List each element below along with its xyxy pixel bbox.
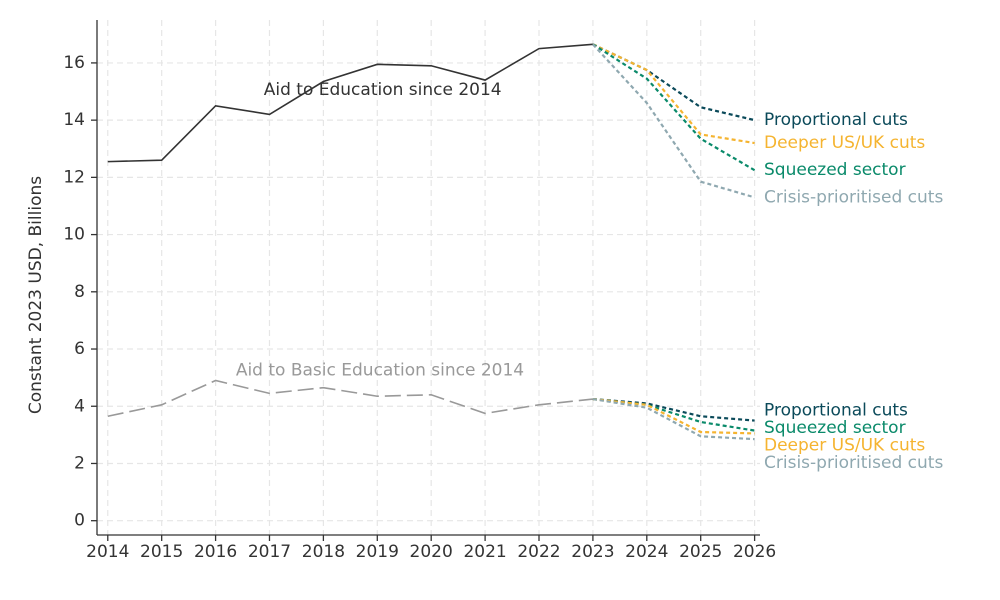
y-tick-label: 10 bbox=[63, 225, 85, 245]
series-label: Proportional cuts bbox=[764, 110, 908, 130]
x-tick-label: 2015 bbox=[140, 542, 183, 562]
y-tick-label: 8 bbox=[74, 282, 85, 302]
series-label: Deeper US/UK cuts bbox=[764, 435, 925, 455]
line bbox=[592, 398, 755, 435]
y-tick-label: 14 bbox=[63, 110, 85, 130]
series-label: Deeper US/UK cuts bbox=[764, 133, 925, 153]
x-tick-label: 2014 bbox=[86, 542, 129, 562]
x-tick-label: 2018 bbox=[302, 542, 345, 562]
line bbox=[592, 43, 755, 199]
x-tick-label: 2025 bbox=[679, 542, 722, 562]
annotation: Aid to Basic Education since 2014 bbox=[236, 360, 524, 380]
y-tick-label: 4 bbox=[74, 396, 85, 416]
line bbox=[592, 43, 755, 122]
line bbox=[107, 379, 593, 418]
line bbox=[592, 43, 756, 172]
series-label: Proportional cuts bbox=[764, 400, 908, 420]
x-tick-label: 2020 bbox=[410, 542, 453, 562]
y-tick-label: 0 bbox=[74, 511, 85, 531]
x-tick-label: 2019 bbox=[356, 542, 399, 562]
x-tick-label: 2017 bbox=[248, 542, 291, 562]
line bbox=[107, 43, 593, 163]
x-tick-label: 2022 bbox=[517, 542, 560, 562]
y-tick-label: 12 bbox=[63, 167, 85, 187]
line bbox=[592, 43, 755, 145]
x-tick-label: 2016 bbox=[194, 542, 237, 562]
y-axis-label: Constant 2023 USD, Billions bbox=[26, 176, 46, 414]
x-tick-label: 2026 bbox=[733, 542, 776, 562]
x-tick-label: 2023 bbox=[571, 542, 614, 562]
y-tick-label: 16 bbox=[63, 53, 85, 73]
line bbox=[592, 398, 755, 422]
series-label: Crisis-prioritised cuts bbox=[764, 187, 943, 207]
series-label: Squeezed sector bbox=[764, 160, 906, 180]
line bbox=[592, 398, 755, 441]
annotation: Aid to Education since 2014 bbox=[264, 80, 502, 100]
x-tick-label: 2021 bbox=[463, 542, 506, 562]
x-tick-label: 2024 bbox=[625, 542, 668, 562]
y-tick-label: 2 bbox=[74, 453, 85, 473]
y-tick-label: 6 bbox=[74, 339, 85, 359]
series-label: Crisis-prioritised cuts bbox=[764, 453, 943, 473]
series-label: Squeezed sector bbox=[764, 418, 906, 438]
